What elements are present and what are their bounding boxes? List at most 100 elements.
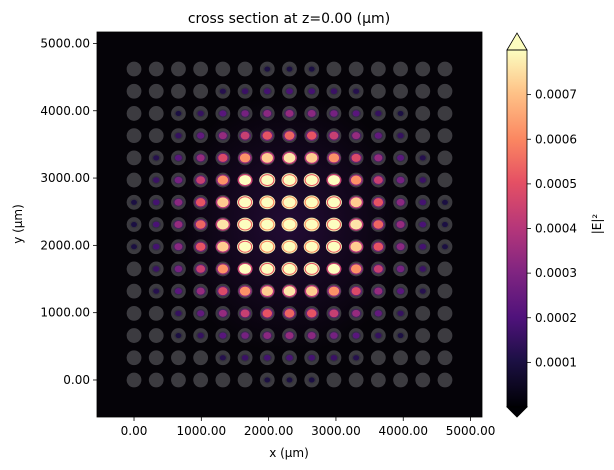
heatmap-cell [415, 217, 431, 232]
heatmap-cell [215, 239, 231, 255]
field-peak [396, 221, 405, 228]
heatmap-cell [415, 350, 431, 366]
heatmap-cell [348, 372, 364, 388]
heatmap-cell [193, 372, 209, 388]
colorbar-extend-bottom [506, 406, 528, 418]
saturation-ring [281, 262, 298, 276]
heatmap-cell [304, 106, 320, 121]
heatmap-cell [326, 61, 342, 77]
heatmap-cell [259, 128, 275, 144]
structure-disk [193, 372, 209, 388]
field-peak [195, 220, 206, 229]
heatmap-cell [171, 217, 186, 232]
field-peak [239, 263, 252, 274]
structure-disk [437, 372, 453, 388]
heatmap-cell [415, 172, 431, 188]
field-peak [219, 332, 227, 339]
field-peak [306, 131, 317, 140]
heatmap-cell [259, 372, 275, 388]
heatmap-cell [304, 128, 320, 144]
structure-disk [148, 61, 164, 77]
field-peak [261, 286, 273, 297]
structure-disk [148, 350, 164, 366]
heatmap-cell [325, 217, 342, 232]
field-peak [305, 197, 318, 208]
heatmap-cell [282, 150, 297, 166]
field-peak [373, 198, 384, 207]
heatmap-cell [326, 83, 342, 99]
heatmap-cell [237, 106, 253, 121]
structure-disk [393, 83, 408, 99]
field-peak [350, 197, 362, 208]
heatmap-cell [193, 150, 209, 166]
structure-disk [193, 61, 209, 77]
structure-disk [148, 83, 164, 99]
x-tick-label: 3000.00 [311, 424, 361, 438]
structure-disk [171, 83, 186, 99]
heatmap-cell [326, 372, 342, 388]
heatmap-cell [348, 239, 364, 255]
field-peak [131, 199, 137, 205]
field-peak [241, 354, 249, 361]
heatmap-cell [393, 239, 408, 255]
structure-disk [370, 83, 386, 99]
colorbar-tick-label: 0.0007 [535, 88, 577, 102]
heatmap-cell [148, 106, 164, 121]
heatmap-cell [348, 61, 364, 77]
heatmap-cell [148, 128, 164, 144]
structure-disk [126, 128, 142, 144]
field-peak [442, 221, 448, 228]
field-peak [264, 354, 271, 361]
heatmap-cell [370, 350, 386, 366]
heatmap-cell [237, 83, 253, 99]
heatmap-cell [281, 172, 298, 188]
heatmap-cell [282, 283, 297, 299]
heatmap-cell [326, 305, 342, 321]
heatmap-cell [148, 172, 164, 188]
field-peak [219, 88, 226, 94]
heatmap-cell [437, 261, 453, 277]
colorbar-extend-top [506, 32, 528, 51]
x-tick-label: 4000.00 [378, 424, 428, 438]
heatmap-cell [326, 328, 342, 343]
field-peak [264, 88, 271, 95]
heatmap-cell [437, 217, 453, 232]
heatmap-cell [126, 106, 142, 121]
field-peak [329, 131, 339, 140]
x-tick-label: 5000.00 [446, 424, 496, 438]
saturation-ring [281, 195, 298, 210]
field-peak [153, 288, 160, 294]
heatmap-cell [393, 328, 408, 343]
heatmap-cell [304, 61, 320, 77]
field-peak [196, 176, 206, 184]
y-tick-label: 2000.00 [40, 238, 90, 252]
heatmap-cell [237, 150, 253, 166]
structure-disk [437, 83, 453, 99]
field-peak [219, 110, 227, 117]
heatmap-cell [148, 261, 164, 277]
heatmap-cell [237, 172, 253, 188]
heatmap-cell [303, 217, 320, 232]
heatmap-cell [237, 194, 254, 210]
heatmap-cell [370, 128, 386, 144]
heatmap-cell [393, 261, 408, 277]
field-peak [374, 154, 383, 162]
heatmap-cell [282, 350, 297, 366]
heatmap-cell [148, 217, 164, 232]
heatmap-cell [171, 328, 186, 343]
heatmap-cell [171, 350, 186, 366]
field-peak [174, 288, 182, 295]
heatmap-cell [237, 128, 253, 144]
heatmap-cell [237, 328, 253, 343]
field-peak [286, 377, 293, 383]
structure-disk [437, 350, 453, 366]
field-peak [285, 332, 294, 340]
heatmap-cell [171, 194, 186, 210]
heatmap-cell [303, 172, 320, 188]
heatmap-cell [259, 106, 275, 121]
chart-title: cross section at z=0.00 (µm) [188, 11, 390, 27]
heatmap-cell [193, 194, 209, 210]
field-peak [419, 221, 427, 228]
structure-disk [148, 106, 164, 121]
structure-disk [415, 372, 431, 388]
